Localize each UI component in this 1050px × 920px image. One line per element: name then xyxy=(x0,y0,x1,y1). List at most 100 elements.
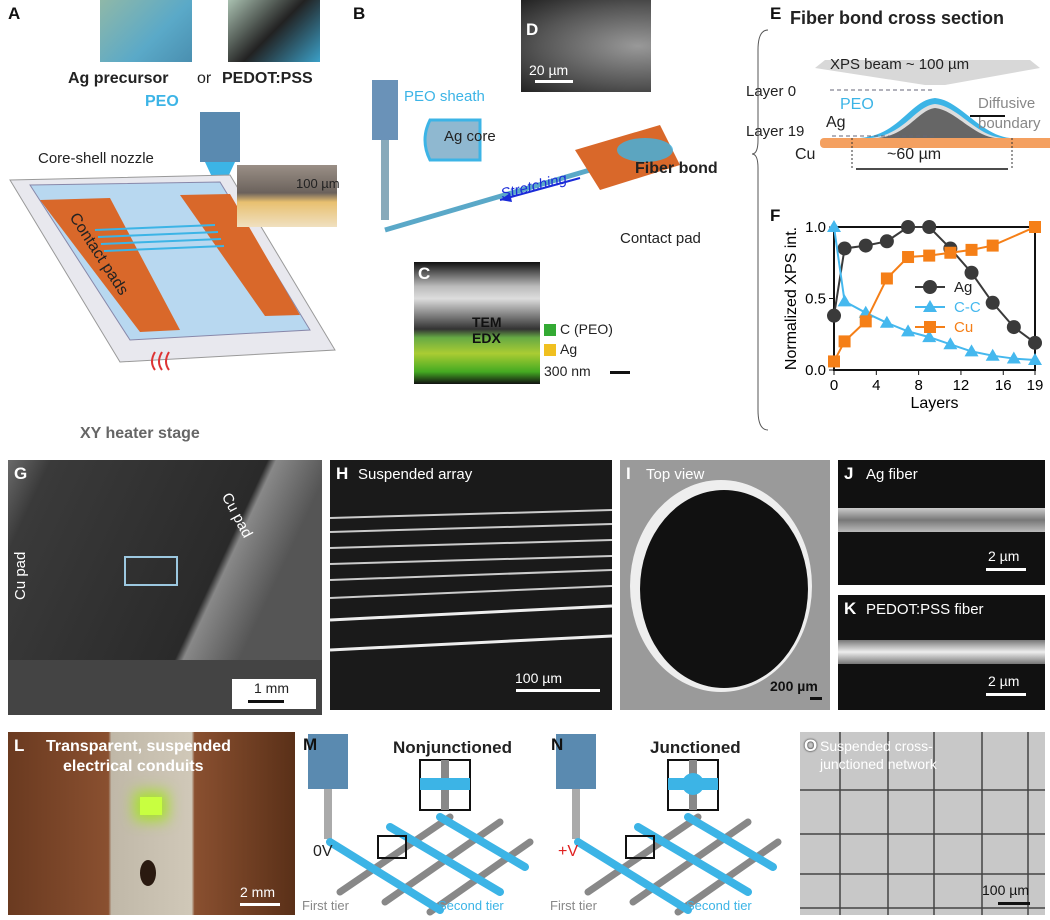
panel-label: J xyxy=(844,464,854,483)
scale-bar xyxy=(240,903,280,906)
voltage-label: 0V xyxy=(313,843,333,860)
panel-e-title: Fiber bond cross section xyxy=(790,8,1005,28)
inset-scale: 100 µm xyxy=(296,176,340,191)
panel-n-title: Junctioned xyxy=(650,738,741,757)
scale-label: 1 mm xyxy=(254,680,289,696)
panel-label: F xyxy=(770,206,781,225)
panel-h-image: H Suspended array 100 µm xyxy=(330,460,612,710)
data-point-Ag xyxy=(1006,320,1021,335)
panel-label: M xyxy=(303,735,318,754)
data-point-Cu xyxy=(880,272,893,285)
scale-label: 300 nm xyxy=(544,363,591,379)
legend-label: Ag xyxy=(954,279,972,296)
legend-label: C-C xyxy=(954,299,981,316)
data-point-C-C xyxy=(1006,351,1021,364)
panel-label: B xyxy=(353,4,366,23)
hole xyxy=(640,490,808,688)
panel-g-image: G Cu pad Cu pad 1 mm xyxy=(8,460,322,715)
width-label: ~60 µm xyxy=(887,146,942,163)
scale-bar xyxy=(610,371,630,374)
data-point-Cu xyxy=(944,246,957,259)
panel-j-image: J Ag fiber 2 µm xyxy=(838,460,1045,585)
legend-marker xyxy=(924,321,936,333)
data-point-Ag xyxy=(827,308,841,323)
scale-label: 200 µm xyxy=(770,678,818,694)
legend-label: Cu xyxy=(954,319,973,336)
panel-c-image: C TEM EDX xyxy=(414,262,540,384)
contact-pad-left xyxy=(40,198,180,332)
scale-label: 2 µm xyxy=(988,673,1020,689)
data-point-C-C xyxy=(837,294,852,307)
data-point-C-C xyxy=(879,315,894,328)
series-line-Cu xyxy=(833,226,1036,362)
cross-section-diagram xyxy=(815,60,1050,170)
data-point-Cu xyxy=(828,355,840,368)
pedot-fiber xyxy=(838,640,1045,664)
cu-pad-label-left: Cu pad xyxy=(12,551,29,600)
data-point-Ag xyxy=(964,265,979,280)
panel-k-title: PEDOT:PSS fiber xyxy=(866,601,984,618)
legend-marker xyxy=(923,280,937,294)
nozzle-inset-photo xyxy=(237,165,337,227)
legend-marker xyxy=(923,300,937,312)
scale-bar xyxy=(986,568,1026,571)
data-point-Ag xyxy=(879,234,894,249)
first-tier-label: First tier xyxy=(550,898,597,913)
ag-precursor-photo xyxy=(100,0,192,62)
data-point-Cu xyxy=(965,243,978,256)
peo-label: PEO xyxy=(840,96,874,113)
scale-label: 20 µm xyxy=(529,62,569,78)
panel-label: N xyxy=(551,735,564,754)
fiber-bond-label: Fiber bond xyxy=(635,160,718,177)
data-point-Ag xyxy=(858,238,873,253)
x-tick-label: 8 xyxy=(914,377,922,394)
panel-label: O xyxy=(804,736,818,755)
boundary-label: Diffusive xyxy=(978,95,1036,112)
first-tier-label: First tier xyxy=(302,898,349,913)
panel-label: G xyxy=(14,464,28,483)
data-point-Cu xyxy=(902,251,915,264)
panel-l-title-2: electrical conduits xyxy=(63,758,204,775)
panel-label: A xyxy=(8,4,21,23)
panel-label: K xyxy=(844,599,857,618)
legend-swatch-c xyxy=(544,324,556,336)
legend-c-peo: C (PEO) xyxy=(560,321,613,337)
xps-chart: 0 4 8 12 16 19 0.0 0.5 1.0 Layers Normalized XPS i… xyxy=(783,219,1044,412)
data-point-C-C xyxy=(985,348,1000,361)
ag-fiber xyxy=(838,508,1045,532)
fiber-schematic xyxy=(372,80,680,233)
peo-sheath-label: PEO sheath xyxy=(404,88,485,105)
nonjunctioned-diagram xyxy=(308,734,534,916)
data-point-Cu xyxy=(1029,221,1041,233)
bracket xyxy=(752,29,769,431)
panel-label: E xyxy=(770,4,782,23)
scale-bar xyxy=(986,693,1026,696)
data-point-Ag xyxy=(901,220,916,234)
scale-box xyxy=(232,679,316,709)
x-tick-label: 19 xyxy=(1027,377,1044,394)
scale-label: 2 µm xyxy=(988,548,1020,564)
led xyxy=(140,797,162,815)
scale-bar xyxy=(516,689,600,692)
legend-swatch-ag xyxy=(544,344,556,356)
y-tick-label: 0.0 xyxy=(805,362,826,379)
pedot-label: PEDOT:PSS xyxy=(222,70,313,87)
junction-diagrams xyxy=(308,734,782,916)
second-tier-label: Second tier xyxy=(438,898,504,913)
scale-bar xyxy=(535,80,573,83)
layer0-label: Layer 0 xyxy=(746,83,797,100)
legend-ag: Ag xyxy=(560,341,578,357)
panel-o-title-2: junctioned network xyxy=(820,756,937,772)
panel-d-image: D 20 µm xyxy=(521,0,651,92)
y-tick-label: 0.5 xyxy=(805,291,826,308)
data-point-Ag xyxy=(1028,335,1042,350)
ag-label: Ag xyxy=(826,114,846,131)
x-tick-label: 4 xyxy=(872,377,880,394)
panel-i-title: Top view xyxy=(646,466,705,483)
panel-m-title: Nonjunctioned xyxy=(393,738,512,757)
scale-label: 2 mm xyxy=(240,884,275,900)
cu-pad-label-right: Cu pad xyxy=(217,490,256,541)
data-point-Ag xyxy=(922,220,937,234)
heat-icon xyxy=(151,351,170,371)
